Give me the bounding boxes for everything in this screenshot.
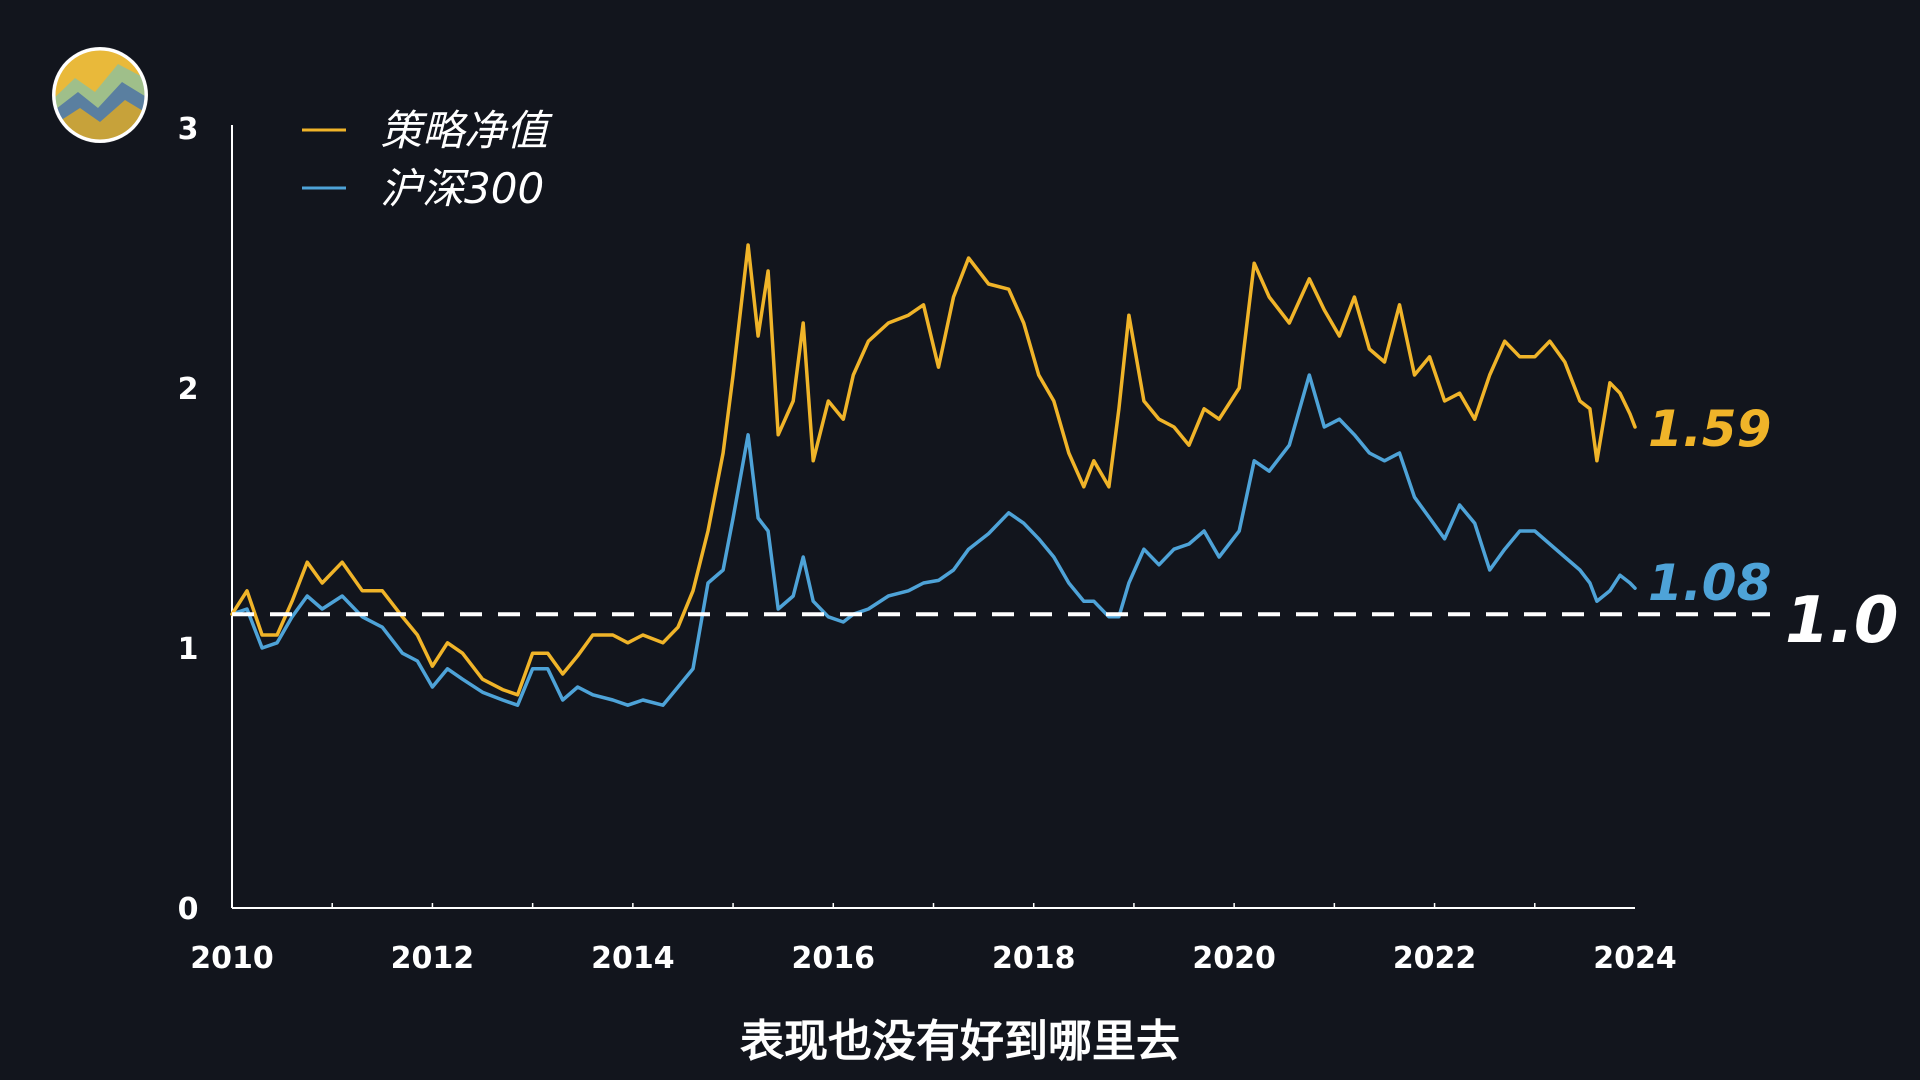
y-tick-label: 2 <box>178 372 199 407</box>
x-tick-label: 2010 <box>190 941 274 976</box>
series-line-index <box>230 373 1637 707</box>
x-tick-label: 2022 <box>1393 941 1477 976</box>
x-tick-label: 2014 <box>591 941 675 976</box>
x-tick-label: 2024 <box>1593 941 1677 976</box>
y-tick-label: 1 <box>178 632 199 667</box>
logo <box>52 47 148 143</box>
legend-label: 沪深300 <box>380 164 544 213</box>
series-lines <box>230 243 1637 707</box>
x-tick-marks <box>331 903 1536 908</box>
series-end-labels: 1.59 1.08 <box>1648 400 1771 612</box>
y-tick-label: 3 <box>178 112 199 147</box>
y-tick-labels: 0 1 2 3 <box>178 112 199 927</box>
subtitle-caption: 表现也没有好到哪里去 <box>740 1016 1180 1067</box>
mountain-chart-logo-icon <box>52 47 148 143</box>
x-tick-label: 2020 <box>1192 941 1276 976</box>
x-tick-label: 2016 <box>792 941 876 976</box>
series-end-label: 1.08 <box>1648 554 1771 612</box>
reference-line-label: 1.0 <box>1785 584 1898 658</box>
legend-label: 策略净值 <box>380 106 553 155</box>
series-line-strategy <box>230 243 1637 697</box>
series-end-label: 1.59 <box>1648 400 1771 458</box>
x-tick-labels: 2010 2012 2014 2016 2018 2020 2022 2024 <box>190 941 1677 976</box>
y-tick-label: 0 <box>178 892 199 927</box>
x-tick-label: 2012 <box>391 941 475 976</box>
x-tick-label: 2018 <box>992 941 1076 976</box>
